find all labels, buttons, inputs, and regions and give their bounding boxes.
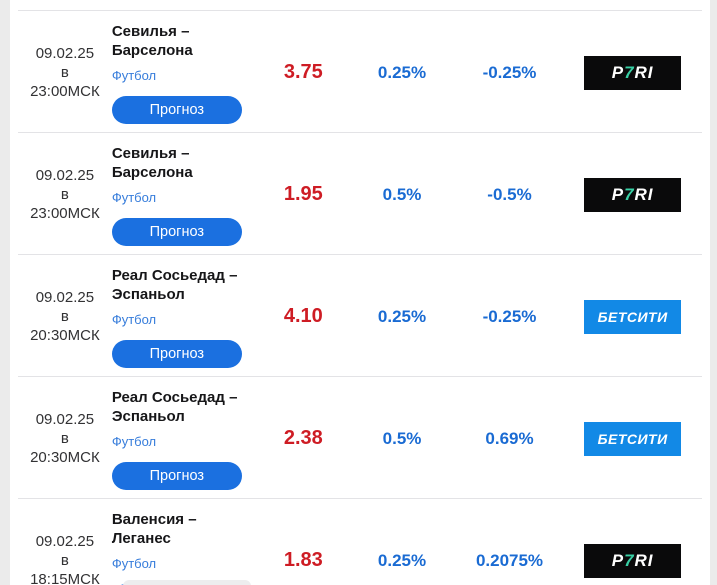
match-title: Севилья – Барселона: [111, 145, 193, 181]
match-info: Реал Сосьедад – Эспаньол Футбол Прогноз: [111, 265, 259, 368]
match-date: 09.02.25: [35, 289, 95, 306]
prediction-row: 09.02.25 в 23:00МСК Севилья – Барселона …: [18, 10, 702, 132]
percent-1: 0.25%: [377, 550, 427, 570]
prediction-button[interactable]: Прогноз: [111, 96, 242, 124]
percent-1: 0.25%: [377, 306, 427, 326]
prediction-button[interactable]: Прогноз: [111, 462, 242, 490]
prediction-row: 09.02.25 в 20:30МСК Реал Сосьедад – Эспа…: [18, 376, 702, 498]
odds-value: 1.83: [283, 549, 323, 571]
bookmaker-cell: P 7 RI: [563, 21, 702, 124]
match-time: 23:00МСК: [30, 205, 100, 222]
match-title: Севилья – Барселона: [111, 23, 193, 59]
odds-value: 4.10: [283, 305, 323, 327]
match-date: 09.02.25: [35, 45, 95, 62]
match-time: 20:30МСК: [30, 327, 100, 344]
predictions-table: 09.02.25 в 23:00МСК Севилья – Барселона …: [10, 0, 710, 585]
match-date: 09.02.25: [35, 411, 95, 428]
percent-2: -0.25%: [482, 306, 537, 326]
odds-value: 1.95: [283, 183, 323, 205]
match-datetime: 09.02.25 в 23:00МСК: [18, 21, 112, 124]
bookmaker-cell: P 7 RI: [563, 509, 702, 585]
next-element-peek: [123, 580, 251, 585]
pari-logo[interactable]: P 7 RI: [584, 543, 682, 578]
match-time: 20:30МСК: [30, 449, 100, 466]
match-datetime: 09.02.25 в 23:00МСК: [18, 143, 112, 246]
prediction-button[interactable]: Прогноз: [111, 218, 242, 246]
match-info: Реал Сосьедад – Эспаньол Футбол Прогноз: [111, 387, 259, 490]
match-time: 18:15МСК: [30, 571, 100, 585]
odds-value: 3.75: [283, 61, 323, 83]
match-title: Валенсия – Леганес: [111, 511, 197, 547]
match-info: Валенсия – Леганес Футбол Прогноз: [111, 509, 259, 585]
date-connector: в: [60, 186, 69, 203]
percent-2: 0.2075%: [475, 550, 544, 570]
date-connector: в: [60, 552, 69, 569]
pari-logo[interactable]: P 7 RI: [584, 55, 682, 90]
match-datetime: 09.02.25 в 20:30МСК: [18, 387, 112, 490]
match-info: Севилья – Барселона Футбол Прогноз: [111, 21, 259, 124]
pari-logo[interactable]: P 7 RI: [584, 177, 682, 212]
sport-link[interactable]: Футбол: [111, 312, 157, 327]
date-connector: в: [60, 64, 69, 81]
percent-2: -0.25%: [482, 62, 537, 82]
match-title: Реал Сосьедад – Эспаньол: [111, 389, 238, 425]
prediction-row: 09.02.25 в 23:00МСК Севилья – Барселона …: [18, 132, 702, 254]
percent-1: 0.25%: [377, 62, 427, 82]
match-datetime: 09.02.25 в 20:30МСК: [18, 265, 112, 368]
percent-2: -0.5%: [487, 184, 532, 204]
sport-link[interactable]: Футбол: [111, 190, 157, 205]
sport-link[interactable]: Футбол: [111, 68, 157, 83]
match-info: Севилья – Барселона Футбол Прогноз: [111, 143, 259, 246]
bookmaker-cell: БЕТСИТИ: [563, 387, 702, 490]
match-title: Реал Сосьедад – Эспаньол: [111, 267, 238, 303]
match-date: 09.02.25: [35, 533, 95, 550]
sport-link[interactable]: Футбол: [111, 556, 157, 571]
prediction-row: 09.02.25 в 20:30МСК Реал Сосьедад – Эспа…: [18, 254, 702, 376]
percent-1: 0.5%: [382, 428, 422, 448]
date-connector: в: [60, 430, 69, 447]
percent-2: 0.69%: [485, 428, 534, 448]
sport-link[interactable]: Футбол: [111, 434, 157, 449]
betcity-logo[interactable]: БЕТСИТИ: [584, 421, 682, 456]
odds-value: 2.38: [283, 427, 323, 449]
prediction-row: 09.02.25 в 18:15МСК Валенсия – Леганес Ф…: [18, 498, 702, 585]
match-datetime: 09.02.25 в 18:15МСК: [18, 509, 112, 585]
betcity-logo[interactable]: БЕТСИТИ: [584, 299, 682, 334]
bookmaker-cell: P 7 RI: [563, 143, 702, 246]
prediction-button[interactable]: Прогноз: [111, 340, 242, 368]
percent-1: 0.5%: [382, 184, 422, 204]
bookmaker-cell: БЕТСИТИ: [563, 265, 702, 368]
match-date: 09.02.25: [35, 167, 95, 184]
date-connector: в: [60, 308, 69, 325]
match-time: 23:00МСК: [30, 83, 100, 100]
